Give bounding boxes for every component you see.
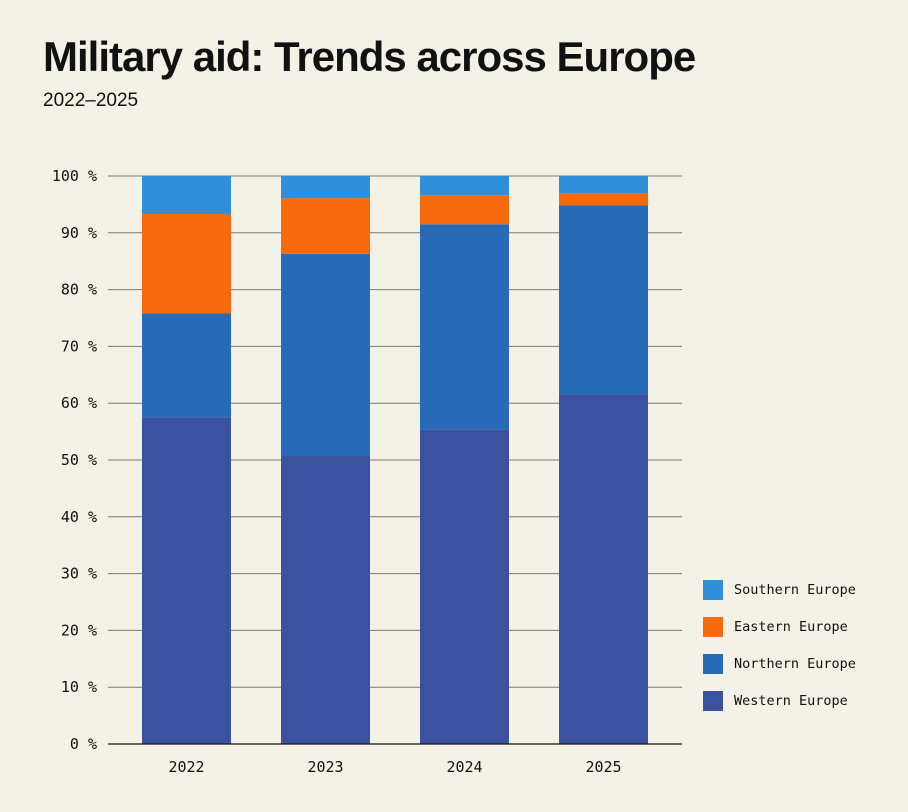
legend-item: Southern Europe: [703, 571, 856, 608]
y-tick-label: 40 %: [61, 508, 97, 526]
y-tick-label: 50 %: [61, 451, 97, 469]
x-tick-label: 2025: [585, 758, 621, 776]
y-tick-label: 100 %: [52, 167, 97, 185]
bar-segment-eastern-europe-2023: [281, 198, 370, 254]
y-tick-label: 90 %: [61, 224, 97, 242]
bar-segment-southern-europe-2025: [559, 176, 648, 194]
bar-segment-northern-europe-2025: [559, 205, 648, 395]
bar-segment-eastern-europe-2022: [142, 214, 231, 314]
y-tick-label: 70 %: [61, 337, 97, 355]
y-tick-label: 60 %: [61, 394, 97, 412]
chart-subtitle: 2022–2025: [43, 90, 139, 111]
bar-segment-eastern-europe-2025: [559, 193, 648, 206]
legend: Southern Europe Eastern Europe Northern Eu…: [703, 571, 856, 719]
x-tick-label: 2022: [168, 758, 204, 776]
bar-segment-western-europe-2023: [281, 456, 370, 744]
legend-item: Northern Europe: [703, 645, 856, 682]
chart-title: Military aid: Trends across Europe: [43, 33, 696, 80]
legend-item: Western Europe: [703, 682, 856, 719]
bar-segment-western-europe-2022: [142, 417, 231, 744]
legend-swatch: [703, 690, 723, 711]
bar-segment-northern-europe-2023: [281, 253, 370, 457]
bar-segment-northern-europe-2022: [142, 313, 231, 418]
x-axis-labels: 2022 2023 2024 2025: [168, 758, 621, 776]
legend-item: Eastern Europe: [703, 608, 856, 645]
y-axis-labels: 0 % 10 % 20 % 30 % 40 % 50 % 60 % 70 % 80 % 90 % 1…: [52, 167, 97, 753]
legend-swatch: [703, 653, 723, 674]
x-tick-label: 2023: [307, 758, 343, 776]
legend-label: Southern Europe: [734, 581, 856, 598]
bar-segment-southern-europe-2022: [142, 176, 231, 215]
legend-swatch: [703, 579, 723, 600]
bar-segment-eastern-europe-2024: [420, 195, 509, 225]
bar-segment-western-europe-2024: [420, 429, 509, 744]
y-tick-label: 0 %: [70, 735, 97, 753]
y-tick-label: 80 %: [61, 281, 97, 299]
y-tick-label: 20 %: [61, 621, 97, 639]
bar-segment-southern-europe-2024: [420, 176, 509, 196]
bar-segment-southern-europe-2023: [281, 176, 370, 199]
legend-label: Northern Europe: [734, 655, 856, 672]
y-tick-label: 10 %: [61, 678, 97, 696]
y-tick-label: 30 %: [61, 565, 97, 583]
bars: [142, 176, 648, 744]
x-tick-label: 2024: [446, 758, 482, 776]
legend-label: Western Europe: [734, 692, 848, 709]
legend-swatch: [703, 616, 723, 637]
bar-segment-northern-europe-2024: [420, 224, 509, 430]
legend-label: Eastern Europe: [734, 618, 848, 635]
bar-segment-western-europe-2025: [559, 394, 648, 744]
